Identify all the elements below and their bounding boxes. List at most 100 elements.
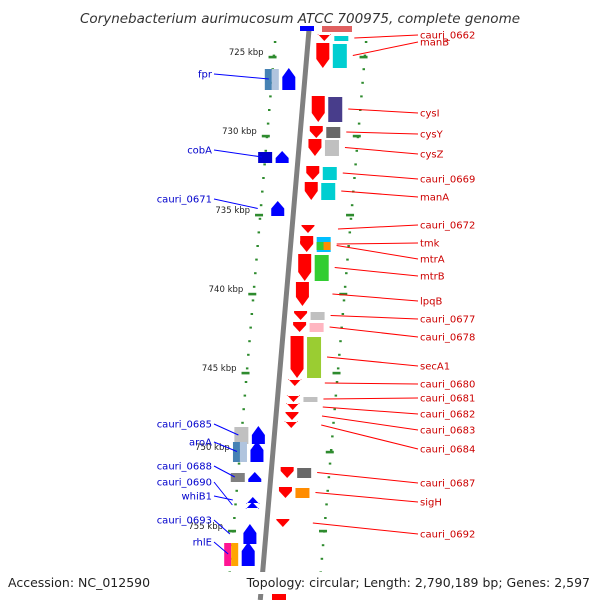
label-leader-line	[330, 315, 419, 320]
tick-mark-left	[272, 54, 276, 57]
tick-mark-right	[348, 231, 352, 234]
gene-arrow-cauri_0671	[271, 201, 285, 216]
tick-mark-right	[336, 367, 340, 370]
gene-label-manB: manB	[420, 38, 449, 49]
tick-mark-right	[343, 285, 347, 288]
cog-category-block	[303, 397, 318, 402]
tick-mark-left	[259, 204, 263, 207]
label-leader-line	[329, 326, 419, 338]
label-leader-line	[336, 245, 419, 260]
tick-label: 725 kbp	[229, 48, 264, 58]
tick-mark-right	[354, 163, 357, 166]
tick-mark-left	[264, 149, 268, 152]
label-leader-line	[321, 415, 419, 431]
tick-mark-left	[268, 109, 271, 111]
tick-mark-right	[324, 517, 327, 519]
accession-text: Accession: NC_012590	[8, 575, 150, 590]
cog-category-block	[309, 323, 324, 332]
cog-category-block	[328, 97, 343, 122]
label-leader-line	[213, 73, 269, 80]
tick-mark-left	[255, 258, 258, 261]
label-leader-line	[348, 108, 419, 114]
tick-mark-right	[361, 81, 364, 84]
cog-category-block	[326, 127, 341, 138]
tick-mark-right	[353, 177, 356, 179]
tick-mark-left	[254, 272, 257, 275]
cog-category-block	[230, 473, 245, 482]
tick-mark-right	[329, 449, 333, 451]
tick-label: 740 kbp	[209, 285, 244, 295]
tick-mark-right	[320, 557, 324, 560]
genome-axis	[257, 27, 312, 600]
label-leader-line	[322, 406, 419, 415]
cog-category-block	[321, 183, 336, 200]
gene-arrow-secA1	[290, 336, 304, 378]
tick-mark-right	[325, 503, 328, 506]
label-leader-line	[213, 519, 231, 535]
gene-label-sigH: sigH	[420, 498, 442, 509]
major-tick-mark	[359, 55, 368, 59]
gene-arrow-lpqB	[295, 282, 309, 306]
tick-mark-right	[357, 122, 361, 125]
label-leader-line	[321, 424, 419, 450]
gene-arrow-cauri_0688	[248, 472, 262, 482]
gene-label-cysZ: cysZ	[420, 150, 444, 161]
gene-label-cauri_0693: cauri_0693	[157, 516, 212, 527]
gene-arrow-cauri_0678	[293, 322, 307, 332]
gene-label-cauri_0680: cauri_0680	[420, 380, 475, 391]
gene-arrow-cysY	[309, 126, 323, 138]
tick-mark-left	[244, 381, 248, 383]
gene-label-tmk: tmk	[420, 239, 440, 250]
gene-arrow-rhlE	[241, 542, 255, 566]
gene-arrow-cauri_0684	[284, 421, 298, 428]
tick-label: 735 kbp	[215, 206, 250, 216]
gene-label-cauri_0684: cauri_0684	[420, 445, 475, 456]
tick-mark-right	[339, 340, 342, 343]
tick-mark-left	[245, 367, 249, 370]
gene-arrow-sigH	[278, 487, 292, 498]
label-leader-line	[324, 382, 419, 385]
cog-category-block	[264, 69, 272, 90]
cog-category-block	[295, 488, 310, 498]
label-leader-line	[346, 131, 419, 135]
cog-category-block	[307, 337, 322, 378]
tick-mark-left	[269, 95, 272, 98]
tick-mark-right	[326, 489, 329, 492]
label-leader-line	[323, 397, 419, 400]
gene-label-cauri_0677: cauri_0677	[420, 315, 475, 326]
gene-arrow-cauri_0687	[280, 467, 294, 478]
gene-arrow-cauri_0682	[286, 403, 300, 410]
cog-category-block	[231, 543, 239, 566]
tick-mark-left	[237, 462, 241, 465]
tick-mark-left	[273, 41, 277, 43]
gene-arrow-cysZ	[308, 139, 322, 156]
label-leader-line	[213, 198, 258, 209]
label-leader-line	[317, 472, 419, 484]
gene-label-cauri_0683: cauri_0683	[420, 426, 475, 437]
tick-label: 755 kbp	[188, 522, 223, 532]
cog-category-block	[234, 427, 249, 444]
label-leader-line	[354, 34, 419, 39]
gene-label-cauri_0678: cauri_0678	[420, 333, 475, 344]
gene-label-cauri_0687: cauri_0687	[420, 479, 475, 490]
major-tick-mark	[352, 134, 361, 138]
tick-mark-right	[364, 41, 368, 43]
gene-arrow-cysI	[311, 96, 325, 122]
tick-mark-left	[252, 285, 256, 288]
tick-mark-left	[243, 394, 247, 397]
gene-label-cauri_0671: cauri_0671	[157, 195, 212, 206]
major-tick-mark	[261, 134, 270, 138]
tick-mark-left	[249, 326, 252, 329]
tick-mark-left	[234, 503, 237, 506]
label-leader-line	[213, 495, 233, 501]
cog-category-block	[297, 468, 312, 478]
tick-mark-left	[258, 217, 262, 220]
tick-mark-right	[347, 245, 350, 247]
gene-arrow-cauri_0690	[245, 502, 259, 509]
cog-category-block	[239, 442, 247, 462]
partial-gene-top-left	[300, 26, 314, 31]
gene-arrow-aroA	[250, 441, 264, 462]
gene-label-cysY: cysY	[420, 130, 444, 141]
gene-arrow-cauri_0683	[285, 412, 299, 420]
tick-mark-left	[235, 489, 238, 492]
